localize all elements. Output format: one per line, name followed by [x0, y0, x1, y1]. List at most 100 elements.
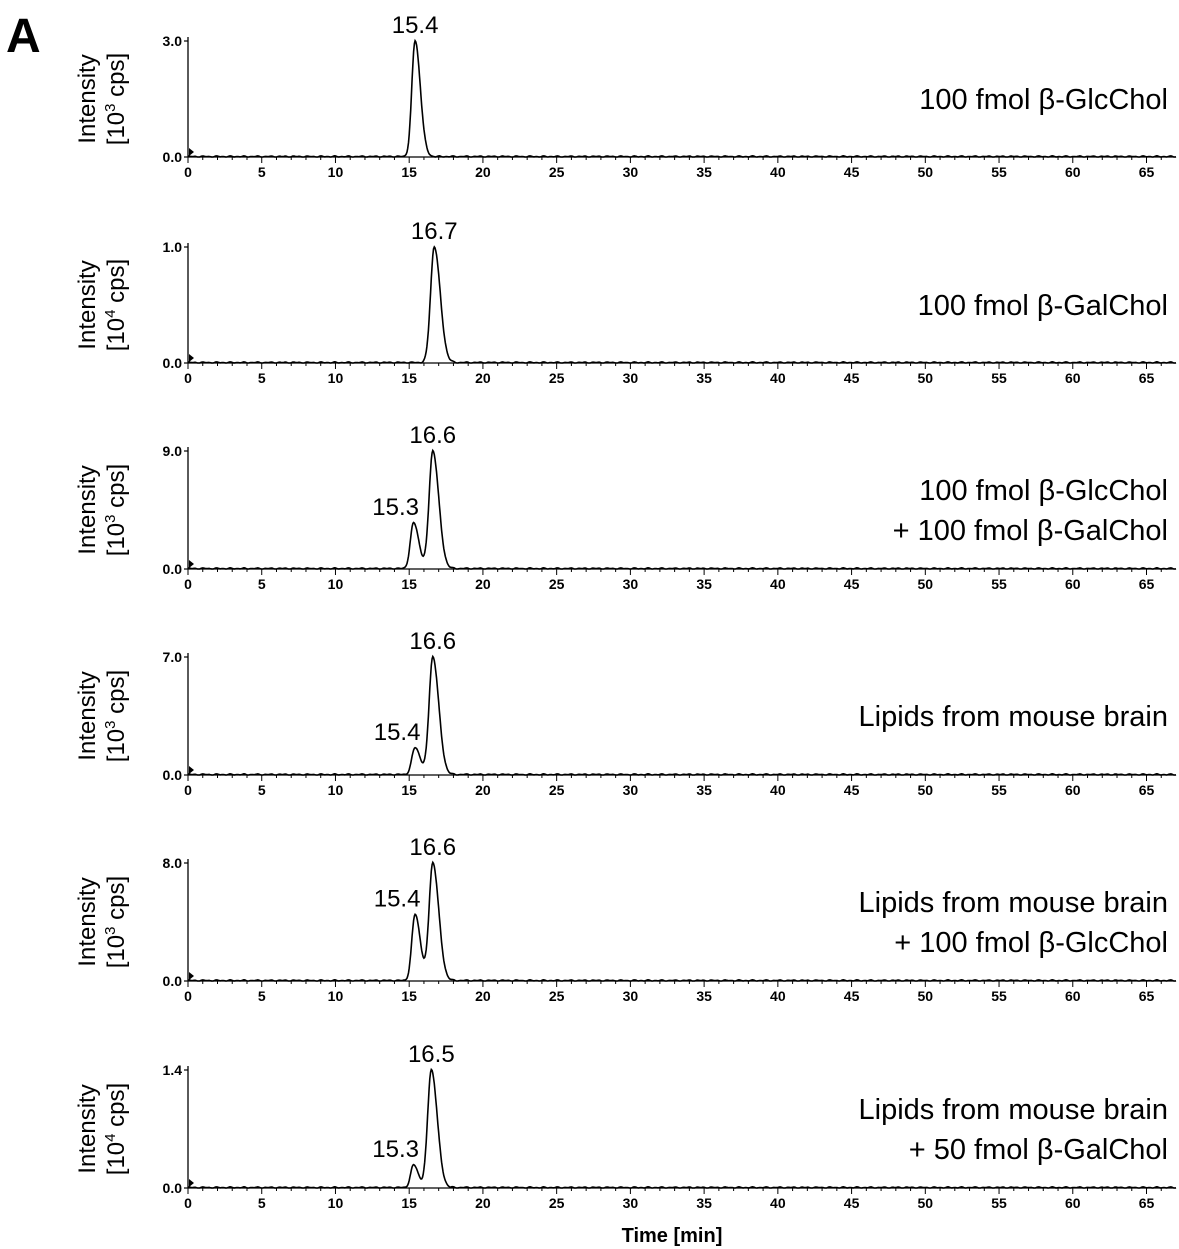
- x-tick-label: 25: [549, 988, 565, 1004]
- x-tick-label: 25: [549, 370, 565, 386]
- x-tick-label: 15: [401, 164, 417, 180]
- x-tick-label: 45: [844, 988, 860, 1004]
- x-tick-label: 20: [475, 576, 491, 592]
- x-tick-label: 40: [770, 1195, 786, 1211]
- x-tick-label: 10: [328, 370, 344, 386]
- y-tick-label: 0.0: [163, 1180, 183, 1196]
- x-tick-label: 25: [549, 164, 565, 180]
- x-tick-label: 50: [918, 988, 934, 1004]
- y-axis-unit: [103 cps]: [102, 670, 130, 762]
- x-tick-label: 35: [696, 782, 712, 798]
- x-tick-label: 20: [475, 988, 491, 1004]
- x-tick-label: 15: [401, 782, 417, 798]
- chromatogram-panel-5: 0.0 8.0 0 5 10 15 20 25 30 35 40 45 50 55 60 65 Intensit…: [74, 834, 1177, 1004]
- x-tick-label: 50: [918, 576, 934, 592]
- x-tick-label: 30: [623, 1195, 639, 1211]
- y-tick-label: 0.0: [163, 355, 183, 371]
- x-tick-label: 60: [1065, 164, 1081, 180]
- y-tick-label: 0.0: [163, 973, 183, 989]
- x-tick-label: 10: [328, 576, 344, 592]
- x-tick-label: 5: [258, 370, 266, 386]
- x-tick-label: 35: [696, 370, 712, 386]
- y-axis-title: Intensity: [74, 1084, 101, 1173]
- x-axis-title: Time [min]: [622, 1225, 723, 1247]
- x-tick-label: 45: [844, 576, 860, 592]
- x-tick-label: 55: [991, 988, 1007, 1004]
- x-tick-label: 60: [1065, 1195, 1081, 1211]
- x-tick-label: 65: [1139, 370, 1155, 386]
- x-tick-label: 65: [1139, 782, 1155, 798]
- x-tick-label: 60: [1065, 782, 1081, 798]
- y-tick-label: 0.0: [163, 149, 183, 165]
- y-axis-title: Intensity: [74, 671, 101, 760]
- x-tick-label: 0: [184, 1195, 192, 1211]
- x-tick-label: 50: [918, 782, 934, 798]
- x-tick-label: 15: [401, 370, 417, 386]
- x-tick-label: 60: [1065, 576, 1081, 592]
- y-axis-unit: [103 cps]: [102, 53, 130, 145]
- x-tick-label: 30: [623, 164, 639, 180]
- y-axis-title: Intensity: [74, 465, 101, 554]
- x-tick-label: 20: [475, 370, 491, 386]
- chromatogram-trace: [187, 860, 1177, 982]
- x-tick-label: 30: [623, 988, 639, 1004]
- x-tick-label: 20: [475, 1195, 491, 1211]
- x-tick-label: 25: [549, 576, 565, 592]
- x-tick-label: 20: [475, 782, 491, 798]
- x-tick-label: 45: [844, 1195, 860, 1211]
- peak-label: 15.3: [372, 494, 419, 521]
- y-axis-unit: [103 cps]: [102, 876, 130, 968]
- x-tick-label: 0: [184, 164, 192, 180]
- x-tick-label: 10: [328, 782, 344, 798]
- x-tick-label: 30: [623, 370, 639, 386]
- chromatogram-trace: [187, 1067, 1177, 1189]
- peak-label: 15.3: [372, 1136, 419, 1163]
- x-tick-label: 65: [1139, 988, 1155, 1004]
- x-tick-label: 65: [1139, 576, 1155, 592]
- chromatogram-panel-1: 0.0 3.0 0 5 10 15 20 25 30 35 40 45 50 55 60 65 Intensit…: [74, 12, 1177, 180]
- x-tick-label: 40: [770, 370, 786, 386]
- sample-label: 100 fmol β-GlcChol: [919, 84, 1168, 116]
- x-tick-label: 5: [258, 782, 266, 798]
- sample-label: 100 fmol β-GalChol: [918, 290, 1168, 322]
- y-tick-label: 1.0: [163, 239, 183, 255]
- x-tick-label: 40: [770, 576, 786, 592]
- panel-label: A: [6, 10, 41, 63]
- chromatogram-trace: [187, 654, 1177, 776]
- chromatogram-trace: [187, 448, 1177, 570]
- baseline-marker: [189, 354, 194, 362]
- y-axis-title: Intensity: [74, 877, 101, 966]
- x-tick-label: 35: [696, 164, 712, 180]
- x-tick-label: 45: [844, 370, 860, 386]
- x-tick-label: 30: [623, 782, 639, 798]
- y-tick-label: 3.0: [163, 33, 183, 49]
- x-tick-label: 5: [258, 164, 266, 180]
- peak-label: 15.4: [374, 886, 421, 913]
- chromatogram-trace: [187, 38, 1177, 158]
- x-tick-label: 55: [991, 164, 1007, 180]
- x-tick-label: 65: [1139, 164, 1155, 180]
- baseline-marker: [189, 972, 194, 980]
- x-tick-label: 0: [184, 370, 192, 386]
- x-tick-label: 55: [991, 576, 1007, 592]
- x-tick-label: 55: [991, 782, 1007, 798]
- x-tick-label: 60: [1065, 370, 1081, 386]
- x-tick-label: 15: [401, 576, 417, 592]
- baseline-marker: [189, 148, 194, 156]
- x-tick-label: 20: [475, 164, 491, 180]
- x-tick-label: 35: [696, 1195, 712, 1211]
- y-axis-title: Intensity: [74, 260, 101, 349]
- y-tick-label: 0.0: [163, 767, 183, 783]
- chromatogram-panel-6: 0.0 1.4 0 5 10 15 20 25 30 35 40 45 50 55 60 65 Intensit…: [74, 1041, 1177, 1211]
- sample-label: + 100 fmol β-GlcChol: [894, 927, 1168, 959]
- x-tick-label: 25: [549, 1195, 565, 1211]
- peak-label: 16.6: [409, 628, 456, 655]
- x-tick-label: 10: [328, 1195, 344, 1211]
- chromatogram-trace: [187, 245, 1177, 364]
- x-tick-label: 40: [770, 164, 786, 180]
- y-axis-unit: [104 cps]: [102, 259, 130, 351]
- x-tick-label: 50: [918, 370, 934, 386]
- x-tick-label: 0: [184, 576, 192, 592]
- y-tick-label: 1.4: [163, 1062, 183, 1078]
- sample-label: 100 fmol β-GlcChol: [919, 475, 1168, 507]
